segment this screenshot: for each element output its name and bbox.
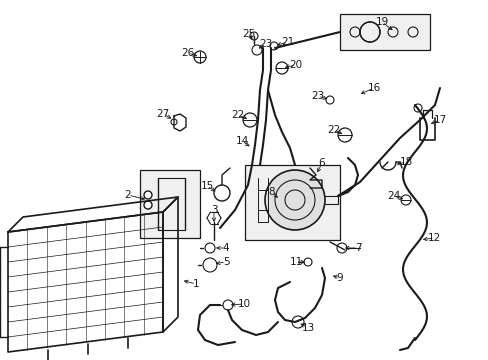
Text: 17: 17 (432, 115, 446, 125)
Text: 27: 27 (156, 109, 169, 119)
Text: 23: 23 (311, 91, 324, 101)
Text: 20: 20 (289, 60, 302, 70)
Circle shape (325, 96, 333, 104)
Text: 25: 25 (242, 29, 255, 39)
Circle shape (251, 45, 262, 55)
Text: 5: 5 (222, 257, 229, 267)
Circle shape (249, 32, 258, 40)
Bar (339, 14, 429, 50)
Text: 11: 11 (289, 257, 302, 267)
Text: 22: 22 (231, 110, 244, 120)
Text: 3: 3 (210, 205, 217, 215)
Text: 24: 24 (386, 191, 400, 201)
Text: 15: 15 (200, 181, 213, 191)
Circle shape (337, 128, 351, 142)
Text: 13: 13 (301, 323, 314, 333)
Text: 16: 16 (366, 83, 380, 93)
Circle shape (336, 243, 346, 253)
Text: 14: 14 (235, 136, 248, 146)
Text: 2: 2 (124, 190, 131, 200)
Text: 7: 7 (354, 243, 361, 253)
Text: 18: 18 (399, 157, 412, 167)
Text: 10: 10 (237, 299, 250, 309)
Text: 12: 12 (427, 233, 440, 243)
Circle shape (275, 62, 287, 74)
Circle shape (171, 119, 177, 125)
Bar (140, 170, 200, 238)
Circle shape (194, 51, 205, 63)
Text: 4: 4 (222, 243, 229, 253)
Text: 21: 21 (281, 37, 294, 47)
Circle shape (269, 42, 278, 50)
Text: 6: 6 (318, 158, 325, 168)
Text: 1: 1 (192, 279, 199, 289)
Circle shape (143, 191, 152, 199)
Circle shape (264, 170, 325, 230)
Circle shape (243, 113, 257, 127)
Circle shape (143, 201, 152, 209)
Circle shape (413, 104, 421, 112)
Text: 8: 8 (268, 187, 275, 197)
Text: 23: 23 (259, 39, 272, 49)
Text: 22: 22 (326, 125, 340, 135)
Circle shape (400, 195, 410, 205)
Bar (244, 165, 339, 240)
Text: 9: 9 (336, 273, 343, 283)
Text: 26: 26 (181, 48, 194, 58)
Text: 19: 19 (375, 17, 388, 27)
